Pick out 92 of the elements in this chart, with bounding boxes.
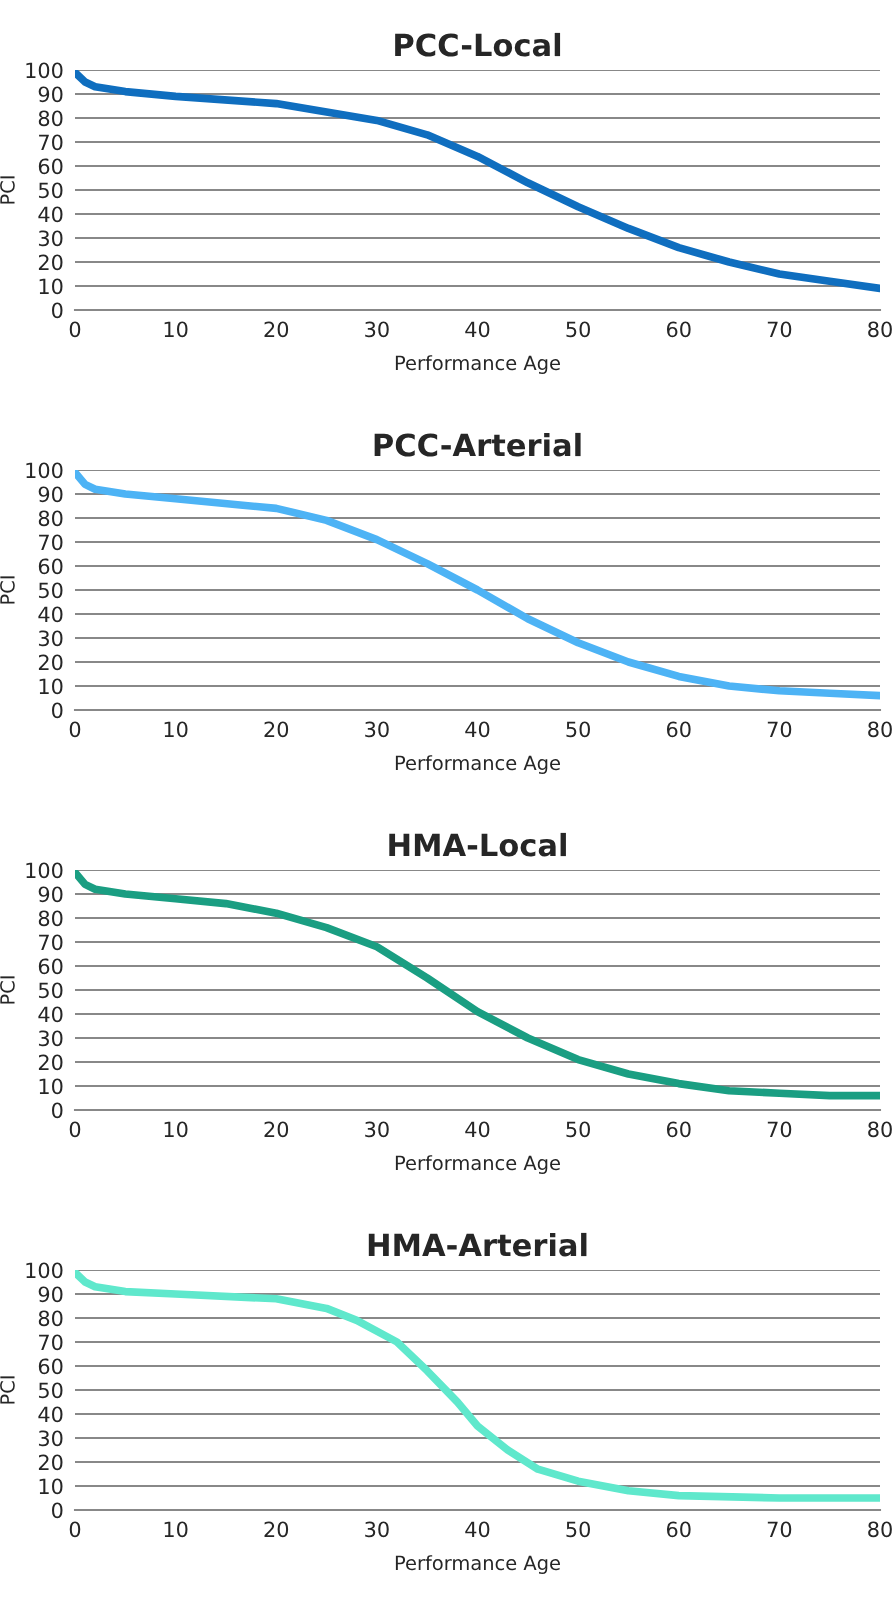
x-tick-label: 0	[69, 1521, 81, 1538]
x-axis-title: Performance Age	[395, 755, 560, 774]
y-tick-label: 90	[38, 886, 63, 903]
y-tick-label: 20	[38, 1054, 63, 1071]
x-tick-label: 30	[365, 321, 389, 338]
y-tick-label: 50	[38, 182, 63, 199]
y-tick-label: 80	[38, 1310, 63, 1327]
x-tick-label: 60	[666, 1121, 691, 1138]
x-tick-label: 10	[164, 1121, 188, 1138]
x-tick-label: 10	[164, 321, 188, 338]
x-tick-label: 30	[365, 1521, 389, 1538]
y-axis-title: PCI	[0, 176, 15, 204]
x-tick-label: 40	[465, 1121, 490, 1138]
y-tick-label: 50	[38, 1382, 63, 1399]
x-axis-title: Performance Age	[395, 1555, 560, 1574]
x-tick-label: 40	[465, 321, 490, 338]
x-tick-label: 20	[264, 321, 289, 338]
y-tick-label: 40	[38, 1006, 63, 1023]
y-tick-label: 30	[38, 630, 63, 647]
y-tick-label: 60	[38, 1358, 63, 1375]
x-tick-label: 10	[164, 1521, 188, 1538]
x-tick-label: 40	[465, 1521, 490, 1538]
x-tick-label: 70	[767, 321, 792, 338]
y-tick-label: 30	[38, 230, 63, 247]
y-tick-label: 90	[38, 86, 63, 103]
x-tick-label: 80	[868, 1121, 892, 1138]
x-tick-label: 20	[264, 1521, 289, 1538]
y-tick-label: 20	[38, 654, 63, 671]
x-tick-label: 60	[666, 721, 691, 738]
y-tick-label: 100	[26, 462, 63, 479]
y-tick-label: 50	[38, 582, 63, 599]
y-tick-label: 90	[38, 486, 63, 503]
x-tick-label: 0	[69, 721, 81, 738]
x-tick-label: 80	[868, 321, 892, 338]
y-tick-label: 0	[52, 702, 63, 719]
y-tick-label: 100	[26, 1262, 63, 1279]
x-tick-label: 10	[164, 721, 188, 738]
x-tick-label: 70	[767, 1121, 792, 1138]
y-axis-title: PCI	[0, 1376, 15, 1404]
y-tick-label: 80	[38, 910, 63, 927]
y-tick-label: 10	[39, 1478, 63, 1495]
x-tick-label: 60	[666, 321, 691, 338]
x-tick-label: 0	[69, 321, 81, 338]
x-tick-label: 50	[566, 721, 590, 738]
y-tick-label: 10	[39, 278, 63, 295]
x-tick-label: 60	[666, 1521, 691, 1538]
y-tick-label: 80	[38, 510, 63, 527]
y-tick-label: 50	[38, 982, 63, 999]
y-axis-title: PCI	[0, 576, 15, 604]
y-tick-label: 90	[38, 1286, 63, 1303]
y-tick-label: 70	[39, 1334, 63, 1351]
x-tick-label: 50	[566, 321, 590, 338]
y-axis-title: PCI	[0, 976, 15, 1004]
y-tick-label: 0	[52, 1502, 63, 1519]
x-tick-label: 30	[365, 1121, 389, 1138]
y-tick-label: 20	[38, 1454, 63, 1471]
y-tick-label: 60	[38, 158, 63, 175]
x-tick-label: 50	[566, 1121, 590, 1138]
y-tick-label: 10	[39, 678, 63, 695]
chart-title: HMA-Arterial	[368, 1232, 587, 1257]
chart-title: PCC-Local	[395, 32, 561, 57]
y-tick-label: 40	[38, 606, 63, 623]
y-tick-label: 20	[38, 254, 63, 271]
x-tick-label: 80	[868, 1521, 892, 1538]
y-tick-label: 80	[38, 110, 63, 127]
x-tick-label: 80	[868, 721, 892, 738]
y-tick-label: 0	[52, 1102, 63, 1119]
chart-title: PCC-Arterial	[374, 432, 581, 457]
x-tick-label: 40	[465, 721, 490, 738]
y-tick-label: 60	[38, 958, 63, 975]
x-tick-label: 20	[264, 1121, 289, 1138]
y-tick-label: 70	[39, 534, 63, 551]
chart-title: HMA-Local	[389, 832, 566, 857]
x-tick-label: 0	[69, 1121, 81, 1138]
x-tick-label: 70	[767, 1521, 792, 1538]
x-tick-label: 70	[767, 721, 792, 738]
x-tick-label: 30	[365, 721, 389, 738]
y-tick-label: 100	[26, 62, 63, 79]
y-tick-label: 40	[38, 206, 63, 223]
x-axis-title: Performance Age	[395, 355, 560, 374]
x-tick-label: 50	[566, 1521, 590, 1538]
x-axis-title: Performance Age	[395, 1155, 560, 1174]
y-tick-label: 0	[52, 302, 63, 319]
y-tick-label: 30	[38, 1430, 63, 1447]
y-tick-label: 30	[38, 1030, 63, 1047]
y-tick-label: 10	[39, 1078, 63, 1095]
x-tick-label: 20	[264, 721, 289, 738]
y-tick-label: 70	[39, 934, 63, 951]
y-tick-label: 70	[39, 134, 63, 151]
y-tick-label: 40	[38, 1406, 63, 1423]
y-tick-label: 60	[38, 558, 63, 575]
y-tick-label: 100	[26, 862, 63, 879]
